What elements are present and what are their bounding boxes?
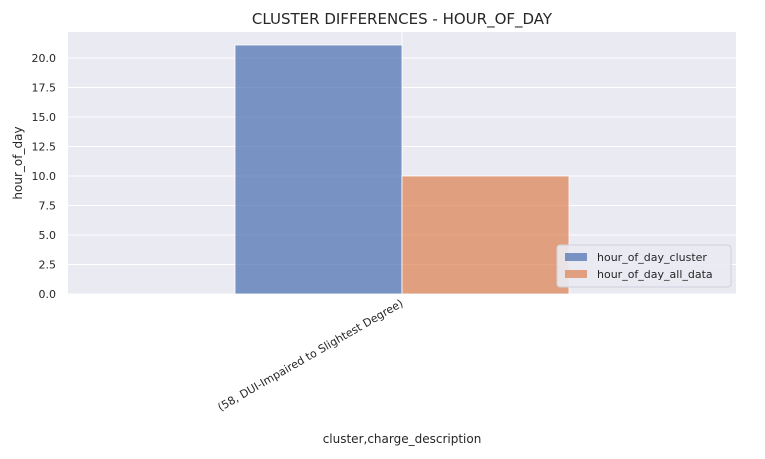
y-tick-label: 15.0 [32, 111, 57, 124]
y-tick-label: 12.5 [32, 140, 57, 153]
legend-label: hour_of_day_cluster [597, 251, 707, 264]
legend-box [556, 244, 732, 288]
legend: hour_of_day_cluster hour_of_day_all_data [556, 244, 732, 288]
legend-label: hour_of_day_all_data [597, 268, 713, 281]
y-axis-ticks: 0.0 2.5 5.0 7.5 10.0 12.5 15.0 17.5 20.0 [32, 52, 57, 301]
legend-swatch [565, 270, 587, 278]
legend-swatch [565, 253, 587, 261]
x-tick-label: (58, DUI-Impaired to Slightest Degree) [216, 297, 406, 414]
y-tick-label: 2.5 [39, 258, 57, 271]
bar-hour_of_day_cluster [234, 44, 403, 295]
y-tick-label: 10.0 [32, 170, 57, 183]
y-tick-label: 7.5 [39, 199, 57, 212]
chart-title: CLUSTER DIFFERENCES - HOUR_OF_DAY [252, 10, 553, 29]
bar-hour_of_day_all_data [401, 175, 570, 295]
x-axis-ticks: (58, DUI-Impaired to Slightest Degree) [216, 297, 406, 414]
y-tick-label: 0.0 [39, 288, 57, 301]
y-tick-label: 17.5 [32, 81, 57, 94]
y-axis-label: hour_of_day [11, 126, 25, 199]
y-tick-label: 20.0 [32, 52, 57, 65]
bars [234, 44, 570, 295]
x-axis-label: cluster,charge_description [323, 432, 482, 446]
y-tick-label: 5.0 [39, 229, 57, 242]
